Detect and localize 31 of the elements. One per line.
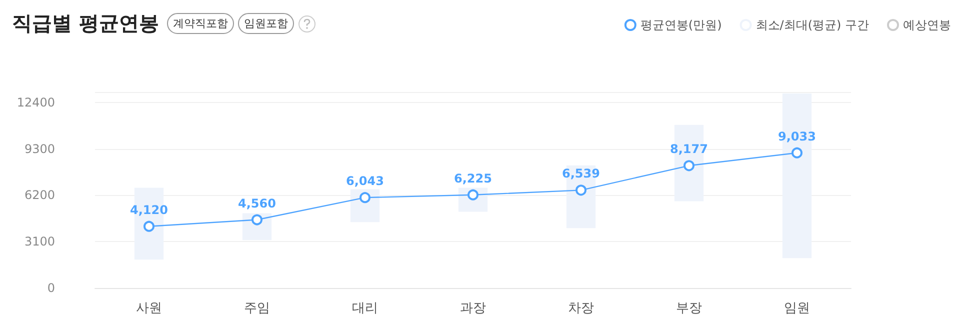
x-tick-label: 대리 bbox=[352, 301, 378, 316]
point bbox=[144, 220, 154, 232]
data-label: 8,177 bbox=[670, 142, 708, 156]
data-label: 6,043 bbox=[346, 174, 384, 188]
text: 계약직포함 bbox=[166, 13, 234, 34]
data-label: 6,539 bbox=[562, 166, 600, 181]
data-label: 4,120 bbox=[130, 202, 168, 217]
point bbox=[252, 214, 262, 226]
x-tick-label: 부장 bbox=[676, 301, 702, 316]
point bbox=[360, 192, 370, 204]
x-tick-label: 과장 bbox=[460, 301, 486, 316]
y-tick-label: 12400 bbox=[16, 95, 55, 110]
x-tick-label: 임원 bbox=[784, 301, 810, 316]
chart-title: 직급별 평균연봉 bbox=[12, 10, 159, 37]
x-tick-label: 사원 bbox=[136, 301, 162, 316]
text: 임원포함 bbox=[238, 13, 294, 34]
data-label: 4,560 bbox=[238, 196, 276, 210]
point bbox=[792, 147, 802, 158]
y-tick-label: 0 bbox=[47, 281, 55, 295]
legend-label: 예상연봉 bbox=[903, 18, 951, 32]
data-label: 9,033 bbox=[778, 129, 816, 144]
x-tick-label: 차장 bbox=[568, 301, 594, 316]
y-tick-label: 6200 bbox=[24, 188, 55, 202]
legend-label: 평균연봉(만원) bbox=[640, 18, 722, 32]
data-label: 6,225 bbox=[454, 171, 492, 186]
x-tick-label: 주임 bbox=[244, 301, 270, 316]
point bbox=[576, 184, 586, 196]
y-tick-label: 3100 bbox=[24, 234, 55, 249]
legend-label: 최소/최대(평균) 구간 bbox=[756, 18, 870, 32]
y-tick-label: 9300 bbox=[24, 142, 55, 156]
point bbox=[684, 160, 694, 172]
